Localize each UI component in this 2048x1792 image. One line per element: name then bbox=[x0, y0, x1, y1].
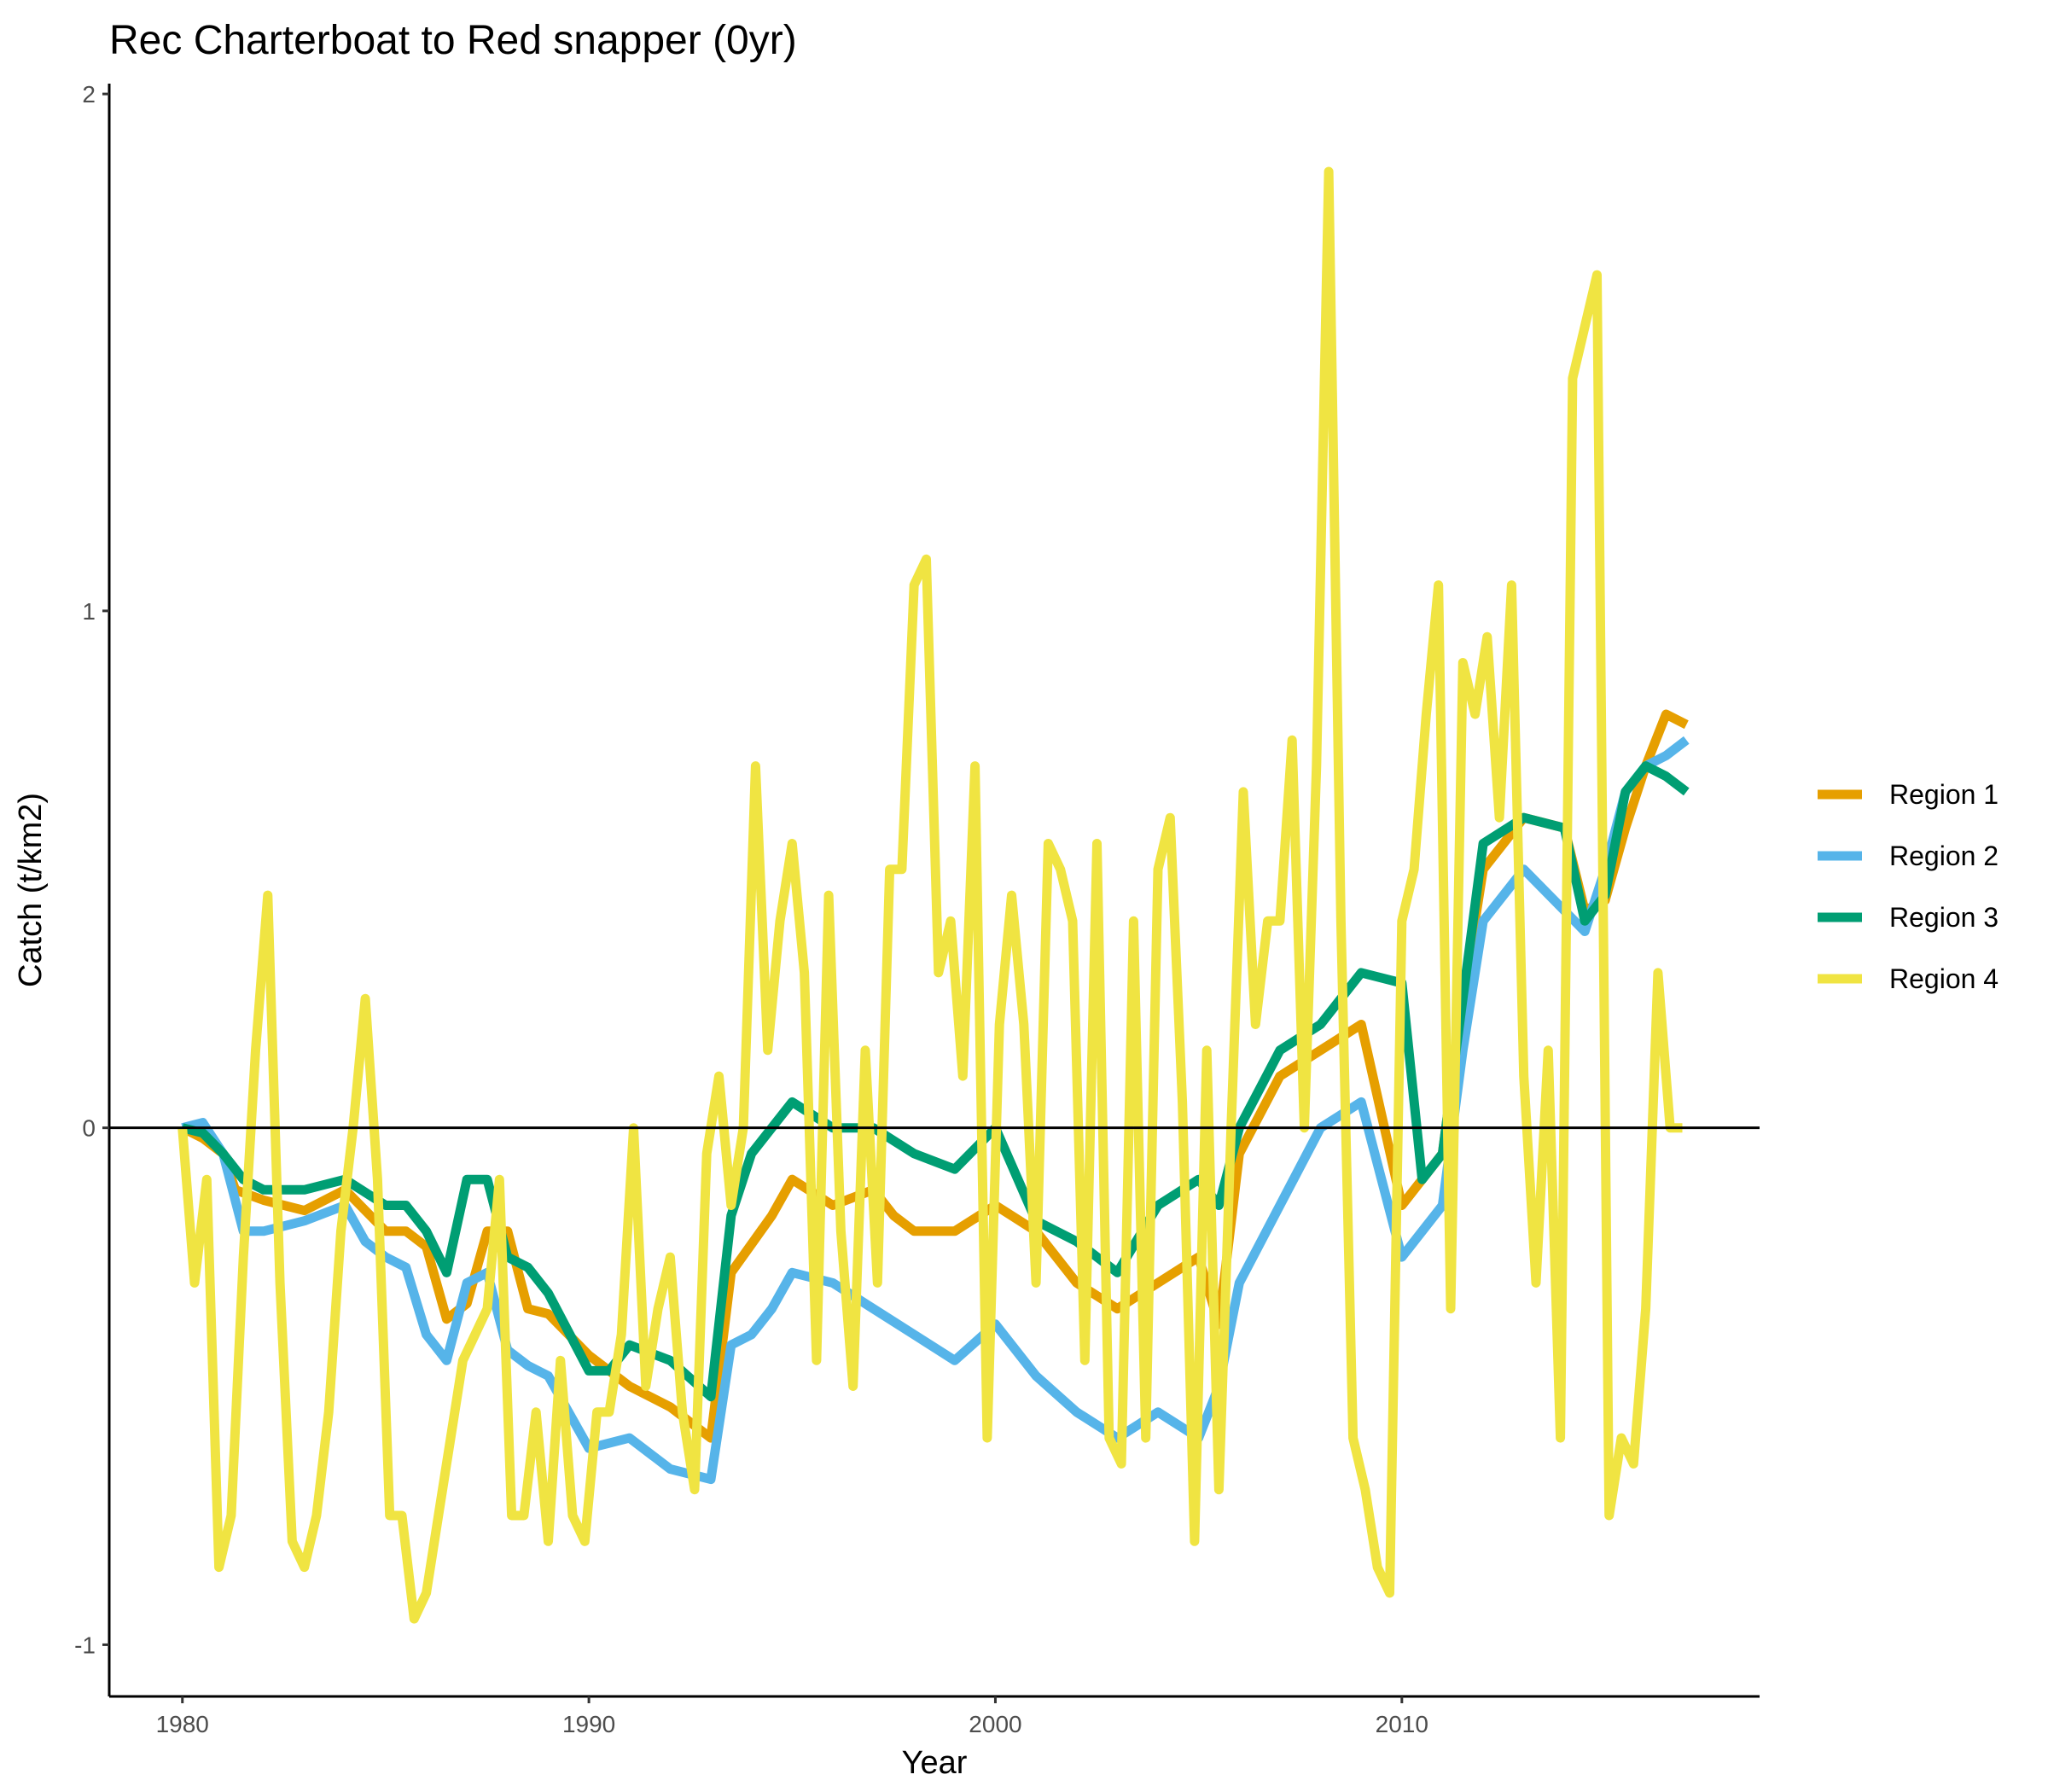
x-tick-label: 2000 bbox=[969, 1711, 1021, 1737]
y-tick-label: 2 bbox=[82, 81, 96, 108]
legend-label: Region 2 bbox=[1889, 841, 1999, 871]
legend: Region 1 Region 2 Region 3 Region 4 bbox=[1818, 779, 1999, 994]
legend-label: Region 3 bbox=[1889, 902, 1999, 933]
legend-label: Region 1 bbox=[1889, 779, 1999, 810]
y-tick-label: 1 bbox=[82, 598, 96, 625]
chart-title: Rec Charterboat to Red snapper (0yr) bbox=[109, 18, 797, 63]
series-line-region-4 bbox=[177, 166, 1683, 1624]
x-tick-label: 1990 bbox=[562, 1711, 615, 1737]
x-tick-label: 1980 bbox=[156, 1711, 209, 1737]
x-tick-label: 2010 bbox=[1376, 1711, 1428, 1737]
plot-area bbox=[109, 166, 1760, 1624]
x-axis-title: Year bbox=[902, 1745, 968, 1781]
x-axis-ticks: 1980 1990 2000 2010 bbox=[156, 1696, 1428, 1737]
legend-label: Region 4 bbox=[1889, 963, 1999, 994]
y-axis-title: Catch (t/km2) bbox=[13, 793, 49, 987]
y-tick-label: 0 bbox=[82, 1115, 96, 1142]
y-axis-ticks: -1 0 1 2 bbox=[74, 81, 109, 1658]
y-tick-label: -1 bbox=[74, 1632, 96, 1658]
